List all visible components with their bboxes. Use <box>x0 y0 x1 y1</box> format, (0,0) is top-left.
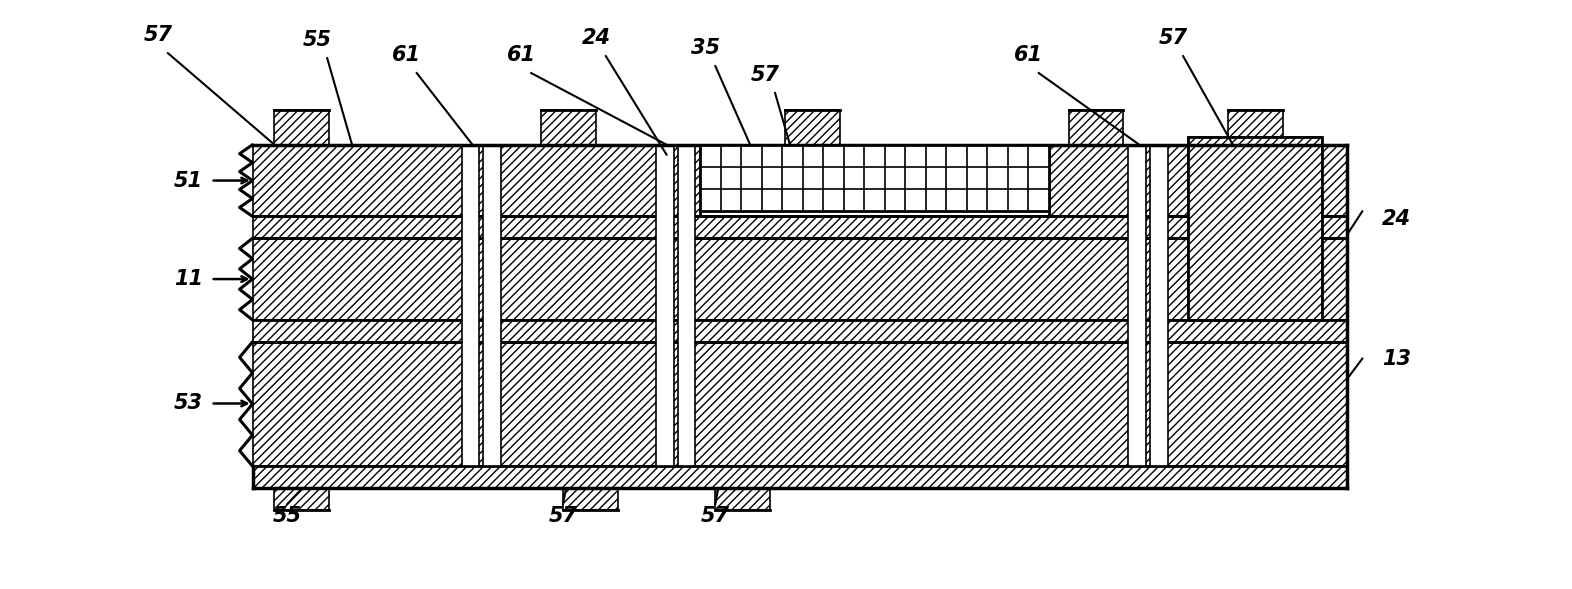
Text: 61: 61 <box>506 45 536 65</box>
Bar <box>253 320 1347 342</box>
Text: 13: 13 <box>1382 349 1412 369</box>
Bar <box>1188 137 1322 320</box>
Bar <box>275 488 329 510</box>
Bar <box>701 145 1049 216</box>
Bar <box>715 488 770 510</box>
Bar <box>563 488 618 510</box>
Text: 24: 24 <box>1382 209 1412 229</box>
Bar <box>253 239 1347 320</box>
Text: 53: 53 <box>174 393 203 413</box>
Bar <box>1188 137 1322 320</box>
Text: 57: 57 <box>143 25 173 45</box>
Text: 61: 61 <box>393 45 421 65</box>
Bar <box>1069 110 1124 145</box>
Bar <box>253 145 1347 216</box>
Bar <box>701 145 1049 211</box>
Bar <box>656 145 673 466</box>
Text: 57: 57 <box>549 506 577 526</box>
Bar <box>253 216 1347 239</box>
Text: 57: 57 <box>701 506 729 526</box>
Bar <box>541 110 596 145</box>
Text: 61: 61 <box>1014 45 1044 65</box>
Text: 57: 57 <box>750 65 780 85</box>
Bar <box>462 145 479 466</box>
Text: 35: 35 <box>690 38 720 58</box>
Text: 51: 51 <box>174 171 203 190</box>
Bar <box>1228 110 1283 145</box>
Bar <box>253 466 1347 488</box>
Bar <box>1151 145 1168 466</box>
Text: 24: 24 <box>582 28 610 48</box>
Bar <box>484 145 501 466</box>
Text: 11: 11 <box>174 269 203 289</box>
Bar <box>678 145 695 466</box>
Text: 55: 55 <box>274 506 302 526</box>
Bar <box>1129 145 1146 466</box>
Bar <box>784 110 839 145</box>
Bar <box>275 110 329 145</box>
Bar <box>253 342 1347 466</box>
Text: 57: 57 <box>1159 28 1188 48</box>
Text: 55: 55 <box>303 30 332 50</box>
